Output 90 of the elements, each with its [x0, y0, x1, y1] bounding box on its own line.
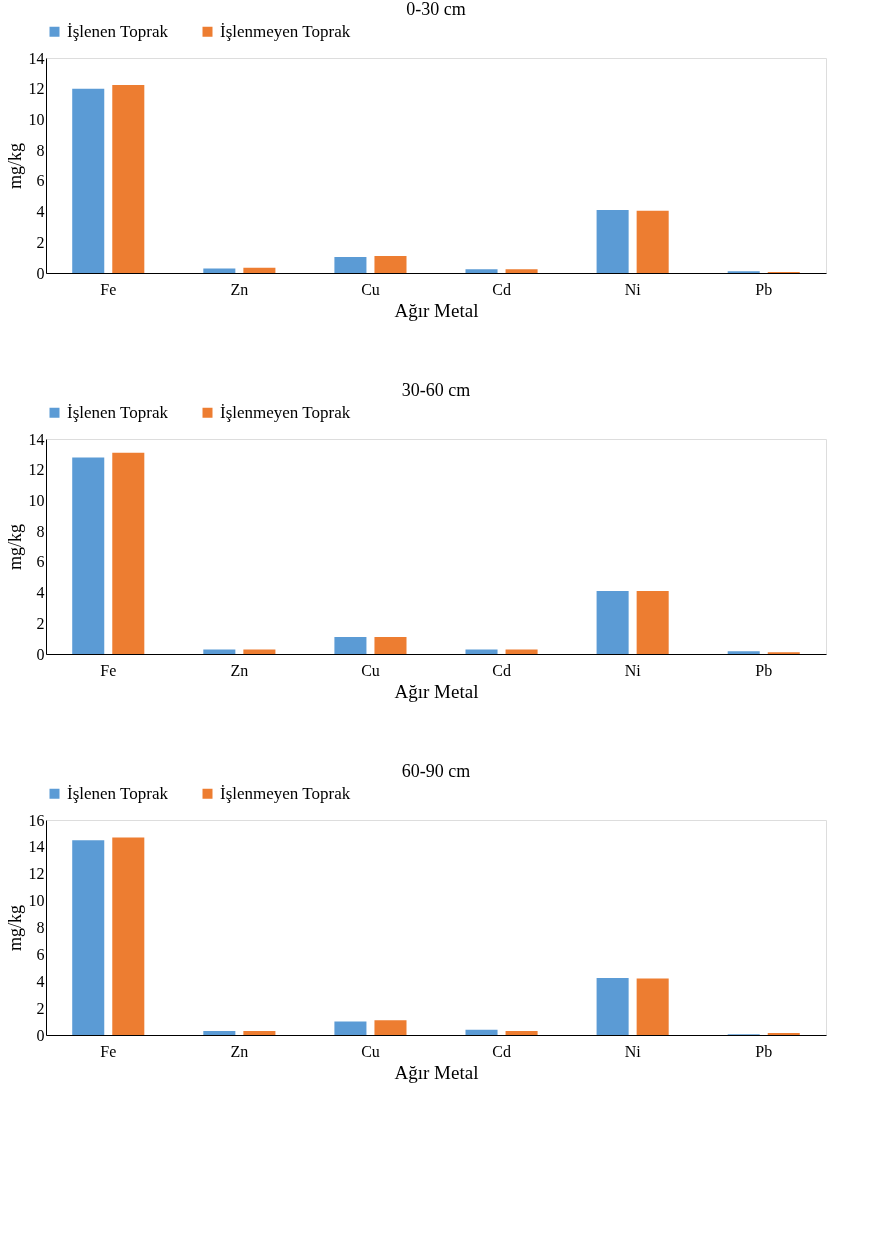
bar — [767, 1032, 800, 1035]
y-tick-label: 0 — [36, 645, 45, 663]
y-tick-label: 2 — [36, 614, 45, 632]
y-tick-label: 0 — [36, 264, 45, 282]
bar — [334, 1021, 367, 1035]
y-axis-title: mg/kg — [4, 904, 25, 952]
x-tick-label: Cd — [492, 1042, 511, 1060]
bar — [72, 88, 105, 273]
legend-label: İşlenen Toprak — [67, 402, 169, 422]
x-tick-label: Ni — [624, 280, 642, 298]
y-tick-label: 12 — [28, 80, 45, 98]
bar — [596, 591, 629, 654]
x-tick-label: Fe — [100, 661, 117, 679]
x-tick-label: Cu — [361, 1042, 380, 1060]
x-axis-title: Ağır Metal — [394, 299, 479, 321]
x-tick-label: Cu — [361, 661, 380, 679]
x-tick-label: Fe — [100, 1042, 117, 1060]
bar — [505, 1030, 538, 1035]
y-tick-label: 16 — [28, 811, 45, 829]
bar — [243, 1030, 276, 1035]
x-tick-label: Pb — [755, 1042, 773, 1060]
x-tick-label: Cu — [361, 280, 380, 298]
x-tick-label: Zn — [230, 661, 249, 679]
x-axis-title: Ağır Metal — [394, 1061, 479, 1083]
y-tick-label: 14 — [28, 49, 45, 67]
bar — [596, 210, 629, 273]
bar — [112, 452, 145, 654]
x-tick-label: Pb — [755, 661, 773, 679]
x-tick-label: Ni — [624, 661, 642, 679]
chart-title: 0-30 cm — [406, 0, 466, 19]
x-tick-label: Pb — [755, 280, 773, 298]
y-tick-label: 2 — [36, 999, 45, 1017]
y-tick-label: 14 — [28, 430, 45, 448]
y-tick-label: 4 — [36, 972, 45, 990]
bar — [203, 1030, 236, 1035]
bar — [334, 256, 367, 273]
y-tick-label: 2 — [36, 233, 45, 251]
bar — [334, 637, 367, 654]
y-tick-label: 6 — [36, 172, 45, 190]
x-tick-label: Cd — [492, 661, 511, 679]
y-tick-label: 8 — [36, 141, 45, 159]
bar — [505, 269, 538, 273]
y-tick-label: 6 — [36, 553, 45, 571]
bar — [636, 978, 669, 1035]
y-tick-label: 8 — [36, 522, 45, 540]
chart-title: 60-90 cm — [401, 761, 471, 781]
bar — [112, 84, 145, 273]
legend-label: İşlenmeyen Toprak — [220, 402, 351, 422]
y-tick-label: 4 — [36, 203, 45, 221]
x-tick-label: Zn — [230, 280, 249, 298]
bar — [243, 649, 276, 654]
bar — [596, 977, 629, 1035]
y-tick-label: 14 — [28, 838, 45, 856]
bar — [465, 649, 498, 654]
bar — [243, 267, 276, 273]
bar — [72, 840, 105, 1035]
y-tick-label: 10 — [28, 491, 45, 509]
x-tick-label: Ni — [624, 1042, 642, 1060]
y-tick-label: 12 — [28, 865, 45, 883]
y-tick-label: 6 — [36, 945, 45, 963]
y-axis-title: mg/kg — [4, 523, 25, 571]
bar — [72, 457, 105, 654]
y-tick-label: 4 — [36, 584, 45, 602]
bar — [374, 637, 407, 654]
y-axis-title: mg/kg — [4, 142, 25, 190]
y-tick-label: 0 — [36, 1026, 45, 1044]
x-axis-title: Ağır Metal — [394, 680, 479, 702]
legend-label: İşlenmeyen Toprak — [220, 21, 351, 41]
bar — [465, 1029, 498, 1035]
bar — [112, 837, 145, 1035]
y-tick-label: 12 — [28, 461, 45, 479]
bar — [636, 591, 669, 654]
y-tick-label: 8 — [36, 919, 45, 936]
bar — [374, 1020, 407, 1035]
bar — [203, 649, 236, 654]
bar — [465, 269, 498, 273]
legend-label: İşlenmeyen Toprak — [220, 783, 351, 803]
legend-label: İşlenen Toprak — [67, 21, 169, 41]
bar — [636, 210, 669, 273]
bar — [374, 256, 407, 273]
bar — [203, 268, 236, 273]
legend-label: İşlenen Toprak — [67, 783, 169, 803]
x-tick-label: Fe — [100, 280, 117, 298]
y-tick-label: 10 — [28, 892, 45, 910]
chart-title: 30-60 cm — [401, 380, 471, 400]
bar — [727, 651, 760, 654]
bar — [505, 649, 538, 654]
x-tick-label: Zn — [230, 1042, 249, 1060]
x-tick-label: Cd — [492, 280, 511, 298]
y-tick-label: 10 — [28, 110, 45, 128]
